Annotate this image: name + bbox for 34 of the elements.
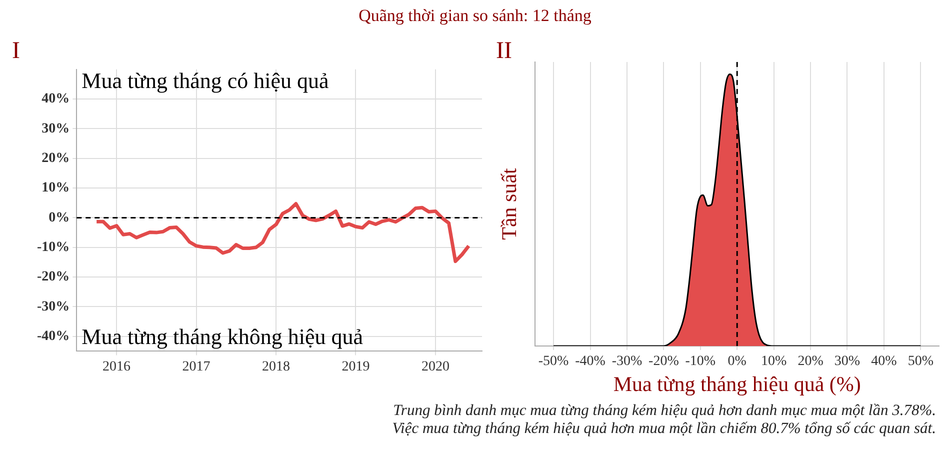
- x-tick-label: 0%: [728, 354, 747, 370]
- text: I: [12, 38, 20, 65]
- x-tick-label: 10%: [760, 354, 787, 370]
- x-tick-label: 2018: [262, 359, 290, 374]
- x-tick-label: -30%: [612, 354, 642, 370]
- annotation: Mua từng tháng không hiệu quả: [82, 324, 364, 349]
- annotation: Mua từng tháng có hiệu quả: [82, 68, 330, 94]
- x-tick-label: 20%: [798, 354, 824, 370]
- x-tick-label: 2016: [102, 359, 131, 374]
- x-tick-label: 2019: [342, 359, 370, 374]
- x-tick-label: -10%: [685, 354, 716, 370]
- text: II: [496, 38, 512, 65]
- y-tick-label: 30%: [42, 121, 70, 136]
- text: Việc mua từng tháng kém hiệu quả hơn mua một lần chiếm 80.7% tổng số các quan sát.: [392, 420, 936, 438]
- x-axis-title: Mua từng tháng hiệu quả (%): [613, 372, 861, 396]
- x-tick-label: 40%: [871, 354, 898, 370]
- x-tick-label: -20%: [648, 354, 680, 370]
- x-tick-label: 2020: [421, 359, 450, 374]
- chart-title: Quãng thời gian so sánh: 12 tháng: [358, 6, 592, 26]
- y-tick-label: 20%: [42, 151, 70, 166]
- x-tick-label: 30%: [834, 354, 860, 370]
- y-tick-label: -40%: [36, 328, 70, 344]
- y-axis-title: Tần suất: [497, 168, 522, 240]
- y-tick-label: 0%: [48, 210, 70, 226]
- y-tick-label: -10%: [36, 240, 70, 255]
- y-tick-label: 40%: [42, 92, 70, 107]
- x-tick-label: -40%: [575, 354, 606, 370]
- text: Trung bình danh mục mua từng tháng kém hiệu quả hơn danh mục mua một lần 3.78%.: [392, 402, 936, 420]
- y-tick-label: -20%: [36, 270, 70, 285]
- y-tick-label: -30%: [36, 299, 70, 314]
- y-tick-label: 10%: [42, 180, 70, 196]
- x-tick-label: 50%: [908, 354, 934, 370]
- x-tick-label: 2017: [182, 359, 210, 374]
- x-tick-label: -50%: [538, 354, 570, 370]
